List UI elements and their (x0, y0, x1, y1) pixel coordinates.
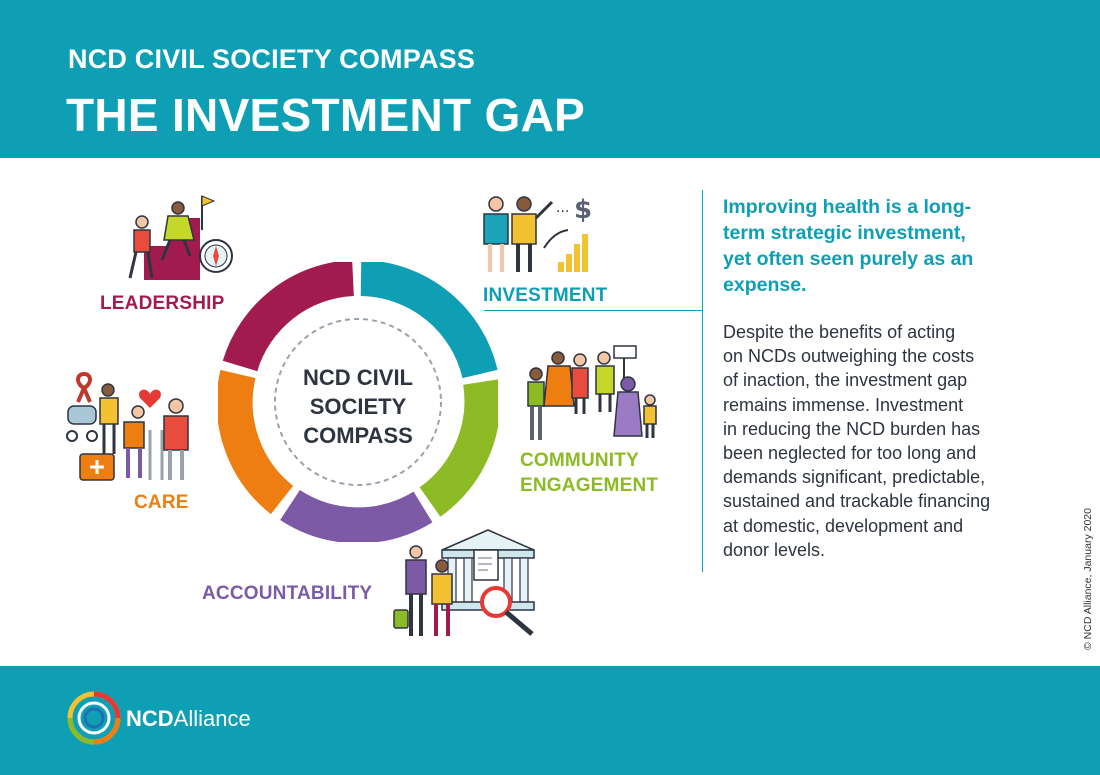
segment-arc-leadership (222, 262, 355, 372)
body-line: donor levels. (723, 539, 826, 560)
segment-label-care: CARE (134, 492, 189, 513)
body-line: of inaction, the investment gap (723, 370, 968, 391)
lead-line: expense. (723, 274, 807, 296)
body-paragraph: Despite the benefits of acting on NCDs o… (723, 320, 1043, 562)
logo-rest-text: Alliance (173, 706, 251, 731)
leadership-figures-icon (128, 195, 233, 280)
compass-center-label: NCD CIVIL SOCIETY COMPASS (282, 363, 434, 450)
body-line: in reducing the NCD burden has (723, 418, 981, 439)
body-line: on NCDs outweighing the costs (723, 346, 975, 367)
lead-line: term strategic investment, (723, 222, 966, 244)
community-figures-icon (527, 345, 657, 440)
body-line: been neglected for too long and (723, 443, 977, 464)
investment-figures-icon: ... $ (483, 195, 592, 272)
page-title: THE INVESTMENT GAP (66, 89, 586, 141)
lead-statement: Improving health is a long- term strateg… (723, 194, 1023, 298)
segment-label-engagement: ENGAGEMENT (520, 475, 659, 496)
segment-label-accountability: ACCOUNTABILITY (202, 583, 373, 604)
body-line: sustained and trackable financing (723, 491, 991, 512)
body-line: at domestic, development and (723, 515, 964, 536)
ncd-alliance-wordmark[interactable]: NCDAlliance (126, 706, 251, 732)
segment-arc-accountability (280, 489, 433, 542)
segment-arc-care (218, 369, 294, 515)
lead-line: yet often seen purely as an (723, 248, 974, 270)
body-line: demands significant, predictable, (723, 467, 986, 488)
svg-text:...: ... (556, 200, 569, 216)
footer-banner (0, 666, 1100, 775)
lead-line: Improving health is a long- (723, 196, 972, 218)
compass-center-line: COMPASS (303, 423, 413, 448)
segment-label-community: COMMUNITY (520, 450, 639, 471)
vertical-divider (702, 190, 703, 572)
copyright-notice: © NCD Alliance, January 2020 (1082, 508, 1094, 650)
ncd-alliance-ring-logo (67, 691, 121, 745)
body-line: remains immense. Investment (723, 394, 964, 415)
compass-center-line: SOCIETY (309, 394, 407, 419)
compass-wheel (218, 262, 498, 542)
segment-arc-investment (360, 262, 498, 379)
logo-bold-text: NCD (126, 706, 174, 731)
care-figures-icon (66, 372, 189, 481)
body-line: Despite the benefits of acting (723, 322, 956, 342)
segment-arc-community (419, 379, 498, 517)
svg-text:$: $ (574, 195, 592, 225)
segment-label-investment: INVESTMENT (483, 285, 608, 306)
compass-center-line: NCD CIVIL (303, 365, 413, 390)
accountability-figures-icon (393, 529, 535, 636)
horizontal-divider (484, 310, 702, 311)
segment-label-leadership: LEADERSHIP (100, 293, 225, 314)
header-banner: NCD CIVIL SOCIETY COMPASS THE INVESTMENT… (0, 0, 1100, 158)
header-kicker: NCD CIVIL SOCIETY COMPASS (68, 44, 476, 74)
